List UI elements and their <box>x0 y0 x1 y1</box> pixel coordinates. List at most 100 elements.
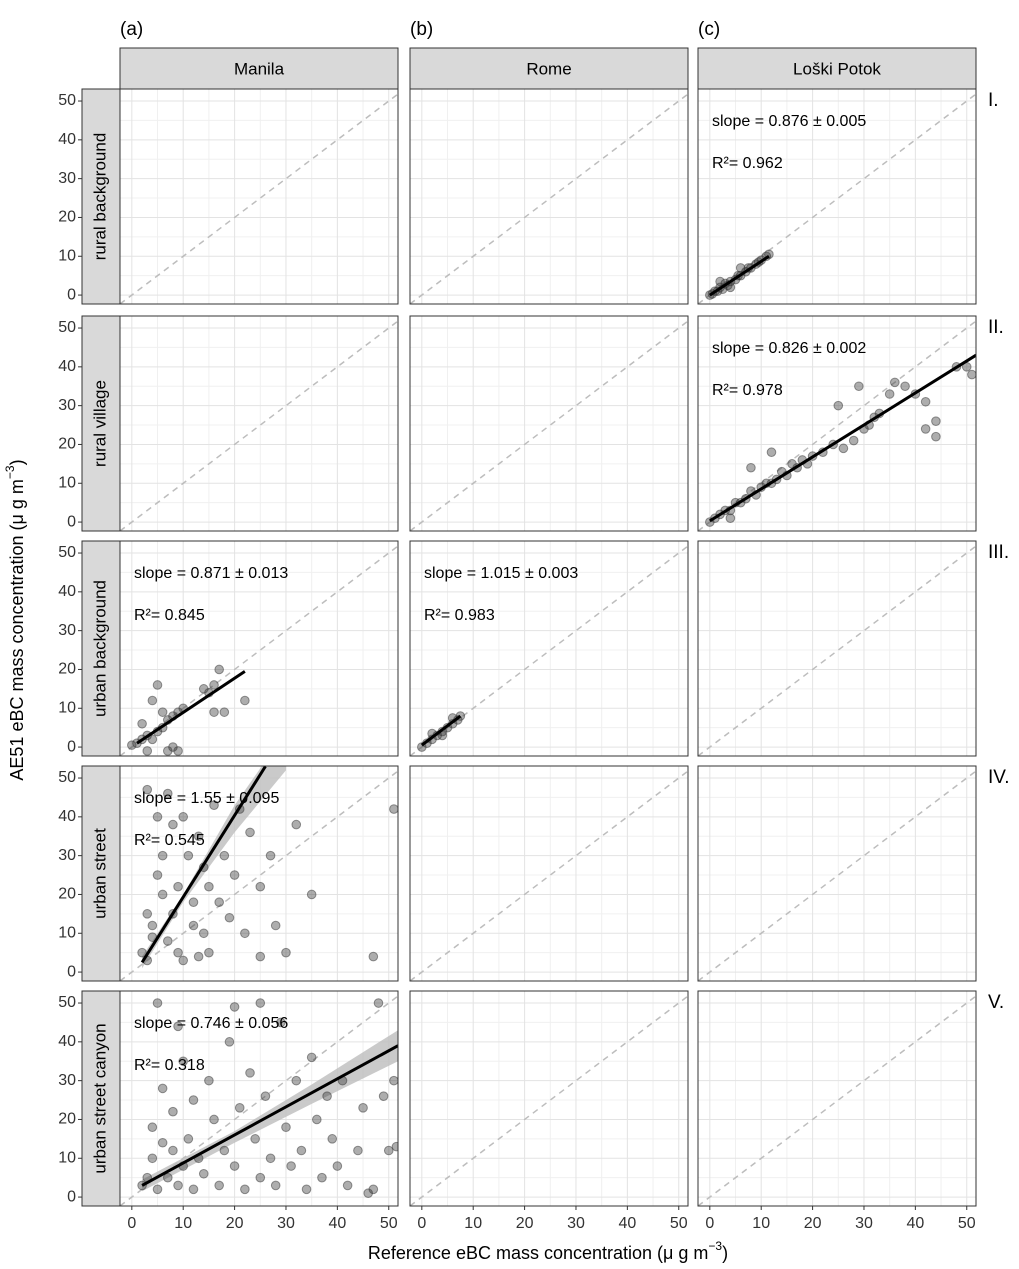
panel-background <box>410 766 688 981</box>
point <box>240 928 250 939</box>
row-name: urban street canyon <box>90 1023 109 1173</box>
point <box>833 400 844 411</box>
panel-background <box>410 316 688 531</box>
point <box>306 1052 317 1063</box>
point <box>312 1114 322 1125</box>
x-tick-label: 10 <box>464 1215 482 1232</box>
x-tick-label: 0 <box>127 1215 136 1232</box>
x-tick-label: 40 <box>618 1215 636 1232</box>
panel <box>698 766 976 981</box>
point <box>152 812 163 822</box>
point <box>255 998 266 1008</box>
panel <box>120 766 398 981</box>
row-strip <box>81 88 121 305</box>
point <box>162 788 173 799</box>
point <box>173 746 183 756</box>
panel-border <box>409 990 689 1207</box>
panel <box>410 991 688 1206</box>
x-axis-title-end: ) <box>722 1243 728 1263</box>
y-axis-title: AE51 eBC mass concentration (μ g m−3) <box>3 459 27 780</box>
y-tick-label: 30 <box>58 847 76 864</box>
y-tick-label: 20 <box>58 1111 76 1128</box>
point <box>296 1145 307 1156</box>
identity-line <box>120 320 398 531</box>
y-tick-label: 20 <box>58 886 76 903</box>
identity-line <box>410 320 688 531</box>
point <box>229 1161 240 1171</box>
slope-annotation: slope = 0.746 ± 0.056 <box>134 1015 288 1032</box>
point <box>209 680 219 690</box>
point <box>157 1137 168 1148</box>
fit-line <box>709 353 976 523</box>
point <box>162 1172 173 1183</box>
row-name: urban street <box>90 828 109 919</box>
identity-line <box>410 93 688 304</box>
x-tick-label: 40 <box>906 1215 924 1232</box>
y-tick-label: 0 <box>67 963 76 980</box>
panel <box>120 541 398 756</box>
x-tick-label: 0 <box>417 1215 426 1232</box>
point <box>229 870 240 880</box>
point <box>931 431 941 442</box>
point <box>342 1180 353 1191</box>
column-tag: (c) <box>698 19 720 40</box>
point <box>198 928 209 939</box>
point <box>234 1103 245 1113</box>
x-tick-label: 30 <box>567 1215 585 1232</box>
x-tick-label: 30 <box>277 1215 295 1232</box>
point <box>209 800 219 810</box>
point <box>224 1037 235 1047</box>
point <box>250 1134 260 1144</box>
y-tick-label: 30 <box>58 397 76 414</box>
point <box>884 389 895 399</box>
y-tick-label: 10 <box>58 924 76 941</box>
point <box>920 396 931 407</box>
point <box>255 951 266 962</box>
point <box>198 684 209 694</box>
point <box>152 870 163 880</box>
point <box>152 998 163 1008</box>
panel-border <box>697 540 977 757</box>
point <box>214 1180 224 1191</box>
point <box>152 1184 163 1195</box>
point <box>301 1184 312 1195</box>
y-tick-label: 0 <box>67 1188 76 1205</box>
point <box>854 381 864 392</box>
y-tick-label: 0 <box>67 286 76 303</box>
y-tick-label: 20 <box>58 661 76 678</box>
panel-border <box>409 315 689 532</box>
point <box>152 680 163 690</box>
x-axis-title-text: Reference eBC mass concentration (μ g m <box>368 1243 709 1263</box>
y-tick-label: 40 <box>58 583 76 600</box>
identity-line <box>698 320 976 531</box>
panel <box>698 316 976 531</box>
point <box>291 819 302 830</box>
panel <box>698 89 976 304</box>
point <box>281 1122 291 1133</box>
point <box>838 443 849 454</box>
slope-annotation: slope = 0.826 ± 0.002 <box>712 340 866 357</box>
point <box>157 850 168 861</box>
point <box>322 1091 332 1101</box>
point <box>147 920 158 931</box>
x-tick-label: 30 <box>855 1215 873 1232</box>
point <box>725 513 736 523</box>
point <box>306 889 317 900</box>
point <box>188 1095 199 1105</box>
r2-annotation: R²= 0.983 <box>424 607 495 624</box>
row-strip <box>81 315 121 532</box>
r2-annotation: R²= 0.962 <box>712 155 783 172</box>
y-tick-label: 30 <box>58 170 76 187</box>
point <box>224 912 235 923</box>
identity-line <box>698 770 976 981</box>
x-tick-label: 50 <box>380 1215 398 1232</box>
panel <box>698 991 976 1206</box>
point <box>137 718 147 729</box>
point <box>229 1002 240 1012</box>
row-roman: IV. <box>988 767 1010 788</box>
point <box>890 377 900 388</box>
point <box>188 920 199 931</box>
panel-border <box>119 990 399 1207</box>
identity-line <box>120 93 398 304</box>
